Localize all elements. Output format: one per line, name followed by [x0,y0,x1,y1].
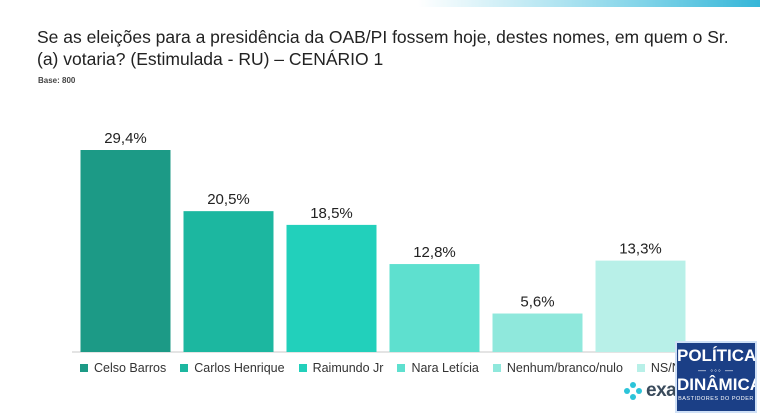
badge-line2: DINÂMICA [677,375,757,394]
legend-label: Nara Letícia [411,361,479,375]
politica-dinamica-watermark: POLÍTICA — ◦◦◦ — DINÂMICA BASTIDORES DO … [675,341,757,413]
bar-value-label: 13,3% [619,241,662,258]
legend-label: Celso Barros [94,361,167,375]
bar-nara-let-cia [389,264,480,352]
legend-swatch [492,364,501,372]
legend-item: Raimundo Jr [298,361,384,375]
bar-celso-barros [80,150,171,352]
bar-carlos-henrique [183,211,274,352]
logo-dots-icon [624,382,642,400]
legend-swatch [636,364,645,372]
exatta-logo: exatta [622,380,698,402]
legend-swatch [180,364,189,372]
bar-ns-nr [595,260,686,352]
bar-value-label: 29,4% [104,130,147,147]
badge-line1: POLÍTICA [677,346,757,365]
bar-raimundo-jr [286,224,377,352]
legend-item: Nenhum/branco/nulo [492,361,623,375]
chart-legend: Celso Barros Carlos Henrique Raimundo Jr… [80,360,704,376]
legend-swatch [397,364,406,372]
chart-title: Se as eleições para a presidência da OAB… [37,27,729,69]
badge-divider: — ◦◦◦ — [698,366,734,375]
top-accent-bar [0,0,760,7]
legend-swatch [80,364,88,372]
bar-nenhum-branco-nulo [492,313,583,352]
bar-value-label: 12,8% [413,244,456,261]
legend-item: Carlos Henrique [180,361,285,375]
legend-item: Celso Barros [80,361,166,375]
base-label: Base: 800 [38,76,76,85]
bar-value-label: 5,6% [520,294,554,311]
legend-label: Nenhum/branco/nulo [506,361,623,375]
legend-swatch [298,364,307,372]
legend-label: Raimundo Jr [312,361,384,375]
legend-item: Nara Letícia [397,361,479,375]
bar-value-label: 18,5% [310,205,353,222]
bar-value-label: 20,5% [207,191,250,208]
legend-label: Carlos Henrique [194,361,285,375]
badge-tagline: BASTIDORES DO PODER [678,396,754,402]
